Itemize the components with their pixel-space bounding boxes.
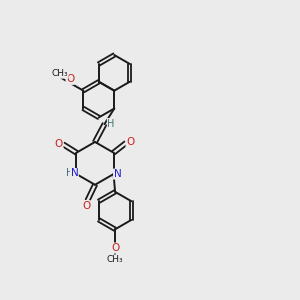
- Text: CH₃: CH₃: [52, 69, 68, 78]
- Text: N: N: [113, 169, 121, 179]
- Text: O: O: [66, 74, 74, 84]
- Text: CH₃: CH₃: [107, 255, 123, 264]
- Text: N: N: [70, 169, 78, 178]
- Text: O: O: [126, 137, 134, 147]
- Text: O: O: [111, 243, 119, 253]
- Text: H: H: [66, 169, 74, 178]
- Text: O: O: [82, 201, 90, 211]
- Text: O: O: [55, 139, 63, 148]
- Text: H: H: [107, 118, 115, 128]
